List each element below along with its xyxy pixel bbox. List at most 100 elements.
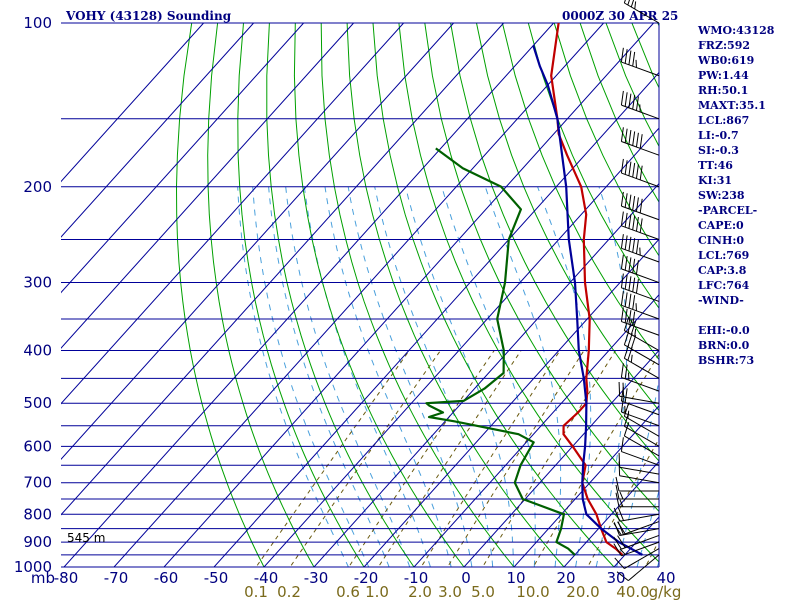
wind-barb — [614, 548, 660, 570]
sounding-title: VOHY (43128) Sounding — [66, 9, 232, 23]
mixing-ratio-label: 3.0 — [438, 583, 462, 600]
dry-adiabats — [175, 23, 659, 567]
index-item: CAPE:0 — [698, 219, 744, 232]
temperature-tick-label: -40 — [254, 569, 279, 587]
index-item: BSHR:73 — [698, 354, 755, 367]
pressure-tick-label: 800 — [23, 505, 52, 523]
index-item: RH:50.1 — [698, 84, 749, 97]
temperature-tick-label: 10 — [506, 569, 525, 587]
wind-barb — [613, 541, 660, 557]
mixing-ratio-label: 0.6 — [336, 583, 360, 600]
dry-adiabat — [372, 23, 615, 567]
index-item: CAP:3.8 — [698, 264, 747, 277]
moist-adiabat — [268, 186, 390, 567]
mixing-ratio-line — [447, 350, 585, 567]
wind-barb — [613, 507, 660, 522]
isotherm-line — [163, 23, 654, 567]
index-item: FRZ:592 — [698, 39, 751, 52]
isotherm-line — [313, 182, 659, 567]
isotherm-line — [513, 405, 659, 567]
wind-barb — [615, 476, 659, 492]
observation-time: 0000Z 30 APR 25 — [562, 9, 679, 23]
isotherm-line — [413, 294, 659, 567]
temperature-tick-label: -60 — [154, 569, 179, 587]
mixing-ratio-label: 0.2 — [277, 583, 301, 600]
pressure-tick-label: 500 — [23, 394, 52, 412]
index-item — [698, 308, 798, 323]
dry-adiabat — [501, 23, 659, 361]
moist-adiabat — [252, 186, 370, 567]
index-item: MAXT:35.1 — [698, 99, 766, 112]
isotherm-line — [113, 23, 604, 567]
mixing-ratio-line — [587, 438, 659, 567]
isotherms — [61, 23, 659, 567]
dry-adiabat — [424, 23, 659, 513]
sounding-trace — [550, 23, 624, 556]
wind-barb — [615, 492, 659, 508]
wind-barb — [620, 291, 660, 320]
moist-adiabat — [537, 186, 592, 567]
wind-barb — [613, 521, 660, 536]
sounding-trace — [532, 45, 643, 556]
wind-barb — [618, 461, 660, 484]
mixing-ratio-line — [255, 350, 410, 567]
index-item: TT:46 — [698, 159, 733, 172]
moist-adiabat — [405, 186, 515, 567]
wind-barb — [620, 307, 660, 336]
wind-barb — [618, 381, 660, 404]
wind-barb — [623, 331, 660, 366]
mixing-ratio-label: 10.0 — [516, 583, 549, 600]
index-item: PW:1.44 — [698, 69, 749, 82]
wind-barb — [620, 158, 660, 188]
wind-barb — [623, 422, 660, 457]
index-item: WB0:619 — [698, 54, 755, 67]
index-item: -WIND- — [698, 294, 744, 307]
mixing-ratio-label: 0.1 — [244, 583, 268, 600]
index-item: SW:238 — [698, 189, 745, 202]
mixing-ratio-label: g/kg — [649, 583, 682, 600]
moist-adiabat — [484, 186, 562, 567]
pressure-tick-label: 900 — [23, 533, 52, 551]
index-item: -PARCEL- — [698, 204, 758, 217]
temperature-tick-label: 30 — [606, 569, 625, 587]
isotherm-line — [63, 23, 554, 567]
index-item: SI:-0.3 — [698, 144, 739, 157]
mixing-ratio-label: 1.0 — [365, 583, 389, 600]
wind-barb — [620, 363, 660, 392]
sounding-traces — [425, 23, 643, 556]
pressure-tick-label: 300 — [23, 274, 52, 292]
temperature-tick-label: -50 — [204, 569, 229, 587]
wind-barb — [620, 47, 660, 77]
mixing-ratio-label: 5.0 — [471, 583, 495, 600]
dry-adiabat — [293, 23, 465, 567]
index-item: EHI:-0.0 — [698, 324, 750, 337]
isotherm-line — [563, 460, 659, 567]
wind-barb — [620, 234, 660, 263]
index-item: LCL:769 — [698, 249, 750, 262]
moist-adiabat — [441, 186, 536, 567]
mixing-ratio-label: 20.0 — [566, 583, 599, 600]
wind-barb — [620, 211, 660, 240]
isotherm-line — [463, 349, 659, 567]
wind-barb — [620, 397, 660, 427]
mixing-ratio-line — [377, 350, 522, 567]
isotherm-line — [61, 23, 354, 349]
mixing-ratio-line — [289, 350, 441, 567]
wind-barb — [620, 254, 660, 284]
wind-barb — [620, 437, 660, 466]
sounding-trace — [425, 147, 576, 556]
isotherm-line — [61, 23, 454, 460]
surface-elevation-label: 545 m — [67, 531, 105, 545]
wind-barb — [618, 452, 660, 475]
pressure-tick-label: 1000 — [14, 558, 52, 576]
pressure-tick-label: 700 — [23, 474, 52, 492]
wind-barb — [623, 0, 660, 24]
dry-adiabat — [175, 23, 265, 567]
moist-adiabat — [237, 186, 349, 567]
temperature-tick-label: 0 — [461, 569, 471, 587]
dry-adiabat — [237, 23, 365, 567]
temperature-tick-label: 20 — [556, 569, 575, 587]
wind-barb — [615, 484, 659, 500]
